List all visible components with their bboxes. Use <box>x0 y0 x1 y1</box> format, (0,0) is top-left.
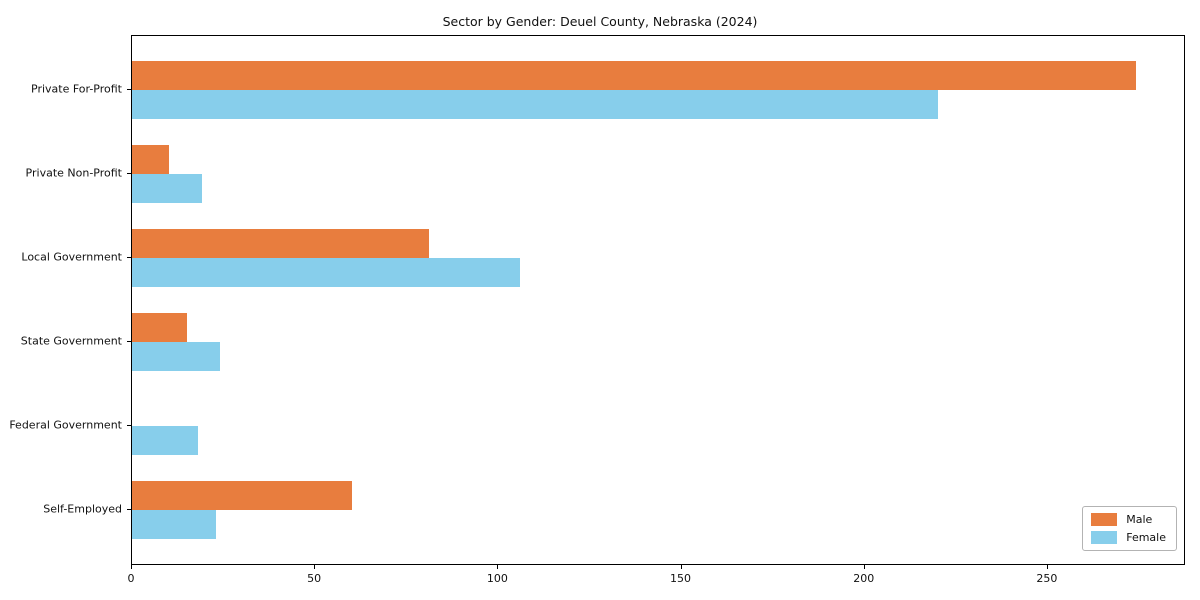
y-tick-mark <box>127 89 131 90</box>
bar-female-self-employed <box>132 510 216 539</box>
x-tick-mark <box>131 565 132 569</box>
y-axis-label-local-government: Local Government <box>21 250 122 264</box>
legend-swatch-male <box>1091 513 1118 526</box>
y-axis-label-self-employed: Self-Employed <box>43 502 122 516</box>
x-tick-mark <box>863 565 865 569</box>
y-tick-mark <box>127 341 131 342</box>
y-tick-mark <box>127 425 131 426</box>
y-axis-label-private-for-profit: Private For-Profit <box>31 82 122 96</box>
bar-female-local-government <box>132 258 520 287</box>
legend-swatch-female <box>1091 531 1118 544</box>
x-tick-mark <box>1046 565 1048 569</box>
y-tick-mark <box>127 173 131 174</box>
legend-entry-female: Female <box>1091 531 1166 544</box>
legend-label-male: Male <box>1126 513 1153 526</box>
chart-title: Sector by Gender: Deuel County, Nebraska… <box>442 14 758 29</box>
legend-entry-male: Male <box>1091 513 1166 526</box>
legend: Male Female <box>1082 506 1177 551</box>
x-tick-label-250: 250 <box>1036 572 1058 585</box>
bar-female-private-for-profit <box>132 90 938 119</box>
x-tick-label-100: 100 <box>486 572 508 585</box>
y-axis-label-state-government: State Government <box>20 334 122 348</box>
x-tick-mark <box>680 565 682 569</box>
bar-male-state-government <box>132 313 187 342</box>
bar-female-private-non-profit <box>132 174 202 203</box>
x-tick-mark <box>497 565 499 569</box>
x-tick-label-0: 0 <box>127 572 135 585</box>
x-tick-label-50: 50 <box>307 572 322 585</box>
bar-male-local-government <box>132 229 429 258</box>
bar-female-federal-government <box>132 426 198 455</box>
legend-label-female: Female <box>1126 531 1166 544</box>
y-axis-label-private-non-profit: Private Non-Profit <box>25 166 122 180</box>
x-tick-label-200: 200 <box>853 572 875 585</box>
x-tick-mark <box>314 565 316 569</box>
y-tick-mark <box>127 509 131 510</box>
bar-male-self-employed <box>132 481 352 510</box>
y-tick-mark <box>127 257 131 258</box>
x-tick-label-150: 150 <box>670 572 692 585</box>
bar-male-private-for-profit <box>132 61 1136 90</box>
y-axis-label-federal-government: Federal Government <box>9 418 122 432</box>
plot-area <box>131 35 1185 565</box>
bar-female-state-government <box>132 342 220 371</box>
bar-male-private-non-profit <box>132 145 169 174</box>
